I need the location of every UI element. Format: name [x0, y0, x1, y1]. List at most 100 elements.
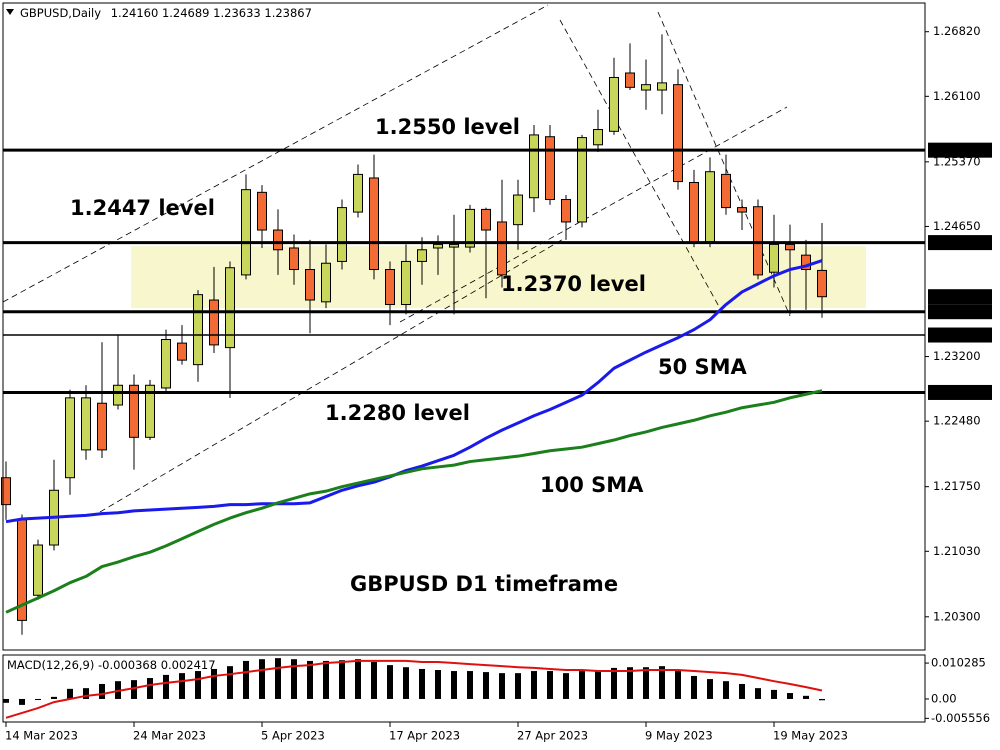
- x-tick-label: 14 Mar 2023: [5, 729, 78, 743]
- candle-body: [65, 397, 75, 479]
- trend-line: [2, 4, 549, 303]
- x-tick-label: 19 May 2023: [773, 729, 848, 743]
- y-tick-label: 1.21030: [933, 544, 981, 558]
- symbol: GBPUSD,Daily: [20, 6, 101, 20]
- moving-averages: [5, 259, 823, 614]
- macd-bar: [819, 698, 825, 701]
- candle-body: [353, 173, 363, 213]
- y-tick-label: 1.24650: [933, 219, 981, 233]
- macd-y-tick-label: 0.010285: [931, 656, 986, 670]
- axes: 1.26820 1.26100 1.25370 1.24650 1.23200 1.224…: [5, 24, 992, 743]
- macd-bar: [627, 667, 633, 699]
- candle-body: [289, 247, 299, 271]
- macd-bar: [307, 660, 313, 699]
- candle-body: [497, 221, 507, 276]
- candle-body: [561, 199, 571, 223]
- macd-bar: [163, 674, 169, 699]
- candle-body: [449, 243, 459, 248]
- level-annotation: 1.2550 level: [375, 115, 520, 139]
- candle-body: [161, 339, 171, 389]
- price-box: [928, 142, 992, 158]
- candle-body: [113, 384, 123, 406]
- candle-body: [129, 384, 139, 438]
- macd-bar: [419, 668, 425, 699]
- macd-bar: [195, 671, 201, 699]
- y-tick-label: 1.25370: [933, 154, 981, 168]
- macd-bar: [19, 698, 25, 705]
- candle-body: [177, 342, 187, 361]
- candle-body: [321, 262, 331, 303]
- levels: [3, 148, 925, 394]
- candle-body: [81, 397, 91, 451]
- y-tick-label: 1.26100: [933, 89, 981, 103]
- macd-title: MACD(12,26,9): [7, 658, 94, 672]
- candle-body: [257, 191, 267, 231]
- candle-body: [689, 181, 699, 243]
- candle-body: [545, 136, 555, 201]
- candle-body: [385, 269, 395, 306]
- macd-bar: [355, 659, 361, 699]
- candle-body: [641, 84, 651, 91]
- annotations: 50 SMA 100 SMA 1.2550 level 1.2447 level 1.2…: [70, 115, 748, 596]
- y-tick-label: 1.20300: [933, 609, 981, 623]
- price-box: [928, 304, 992, 320]
- price-box: [928, 384, 992, 400]
- macd-bar: [467, 671, 473, 699]
- candle-body: [577, 137, 587, 223]
- menu-triangle: [6, 9, 14, 15]
- macd-bar: [243, 660, 249, 699]
- macd-y-tick-label: -0.005556: [931, 711, 990, 725]
- sma-line: [5, 389, 823, 614]
- macd-bar: [531, 671, 537, 699]
- candle-body: [465, 208, 475, 248]
- candle-body: [305, 269, 315, 301]
- candle-body: [481, 208, 491, 231]
- candle-body: [801, 254, 811, 271]
- macd-bar: [563, 673, 569, 699]
- macd-bar: [595, 670, 601, 699]
- macd-y-tick-label: 0.00: [931, 691, 957, 705]
- chart-header: GBPUSD,Daily 1.24160 1.24689 1.23633 1.2…: [20, 6, 312, 20]
- x-tick-label: 17 Apr 2023: [389, 729, 460, 743]
- macd-bar: [3, 698, 9, 703]
- candle-body: [529, 134, 539, 199]
- main-panel-frame: [2, 2, 926, 651]
- header-low: 1.23633: [213, 6, 261, 20]
- macd-bar: [227, 666, 233, 699]
- candle-body: [273, 229, 283, 251]
- candle-body: [145, 384, 155, 438]
- macd-bar: [723, 681, 729, 699]
- macd-bar: [211, 668, 217, 699]
- candle-body: [609, 76, 619, 132]
- trend-line: [559, 19, 723, 313]
- macd-bar: [611, 667, 617, 699]
- candle-body: [673, 84, 683, 183]
- candle-body: [401, 260, 411, 306]
- candle-body: [337, 207, 347, 262]
- price-box-label: 1.23440: [933, 328, 981, 342]
- candle-body: [817, 269, 827, 298]
- y-tick-label: 1.22480: [933, 414, 981, 428]
- candle-body: [753, 206, 763, 276]
- candle-body: [369, 177, 379, 271]
- macd-bar: [659, 666, 665, 699]
- price-box-label: 1.23867: [933, 290, 981, 304]
- macd-bar: [35, 698, 41, 701]
- candle-body: [513, 194, 523, 226]
- candle-body: [97, 402, 107, 451]
- y-tick-label: 1.26820: [933, 24, 981, 38]
- candle-body: [209, 299, 219, 346]
- macd-bar: [435, 670, 441, 699]
- macd-bar: [51, 696, 57, 699]
- candle-body: [769, 243, 779, 273]
- macd-bar: [515, 673, 521, 699]
- macd-bar: [67, 688, 73, 699]
- trend-line: [657, 11, 791, 317]
- header-high: 1.24689: [162, 6, 210, 20]
- candle-body: [705, 171, 715, 243]
- macd-panel-frame: [2, 654, 926, 723]
- price-box-label: 1.25500: [933, 143, 981, 157]
- signal-line: [5, 659, 823, 719]
